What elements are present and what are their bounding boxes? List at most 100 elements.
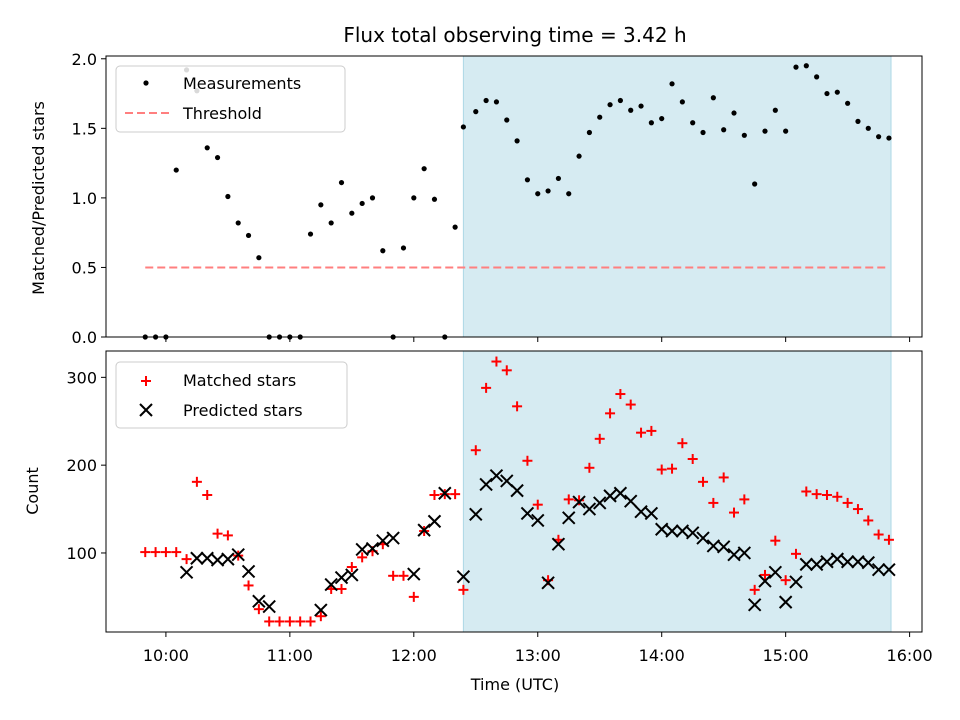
predicted-star-point bbox=[334, 570, 349, 585]
matched-star-point bbox=[790, 548, 801, 559]
matched-star-point bbox=[512, 401, 523, 412]
measurement-point bbox=[690, 120, 696, 126]
matched-star-point bbox=[222, 530, 233, 541]
measurement-point bbox=[762, 128, 768, 134]
measurement-point bbox=[741, 132, 747, 138]
matched-star-point bbox=[563, 494, 574, 505]
measurement-point bbox=[535, 191, 541, 197]
matched-star-point bbox=[656, 464, 667, 475]
measurement-point bbox=[586, 129, 593, 136]
predicted-star-point bbox=[654, 522, 669, 536]
predicted-star-point bbox=[840, 555, 855, 569]
count-panel: 100 200 300 10:00 11:00 12:00 13:00 14:00 15:00… bbox=[23, 350, 933, 694]
measurement-point bbox=[566, 191, 572, 197]
measurement-point bbox=[669, 81, 675, 87]
predicted-star-point bbox=[789, 575, 803, 589]
predicted-star-point bbox=[190, 551, 204, 565]
time-x-tick-label: 13:00 bbox=[515, 646, 561, 665]
matched-star-point bbox=[832, 491, 843, 502]
measurement-point bbox=[793, 64, 799, 70]
matched-star-point bbox=[450, 489, 461, 500]
predicted-star-point bbox=[551, 537, 566, 551]
measurement-point bbox=[380, 248, 386, 254]
matched-star-point bbox=[532, 499, 543, 510]
matched-star-point bbox=[357, 552, 368, 563]
predicted-star-point bbox=[624, 494, 638, 508]
measurement-point bbox=[256, 255, 262, 261]
ratio-y-tick-label: 0.5 bbox=[72, 258, 97, 277]
ratio-y-axis: 0.0 0.5 1.0 1.5 2.0 bbox=[72, 50, 106, 347]
measurement-point bbox=[225, 193, 231, 200]
matched-star-point bbox=[295, 616, 306, 627]
matched-star-point bbox=[718, 472, 729, 483]
matched-star-point bbox=[811, 489, 822, 500]
measurement-point bbox=[886, 135, 892, 141]
ratio-panel: 0.00.51.01.52.0 Matched/Predicted stars … bbox=[29, 50, 923, 347]
predicted-star-point bbox=[200, 551, 214, 565]
matched-star-point bbox=[408, 591, 419, 602]
predicted-star-point bbox=[221, 552, 235, 566]
predicted-star-point bbox=[871, 562, 886, 577]
predicted-star-point bbox=[520, 506, 535, 521]
predicted-star-point bbox=[675, 524, 690, 538]
measurement-point bbox=[679, 99, 685, 105]
matched-star-point bbox=[780, 575, 791, 586]
matched-star-point bbox=[770, 535, 781, 546]
predicted-star-point bbox=[809, 557, 824, 572]
predicted-star-point bbox=[727, 548, 741, 562]
predicted-star-point bbox=[417, 523, 431, 537]
matched-star-point bbox=[284, 616, 295, 627]
predicted-star-point bbox=[438, 486, 452, 500]
count-legend: Matched stars Predicted stars bbox=[115, 361, 348, 429]
predicted-star-point bbox=[407, 567, 421, 581]
observing-window-shade bbox=[462, 55, 892, 338]
measurement-point bbox=[400, 245, 407, 251]
matched-legend-marker bbox=[141, 376, 151, 386]
measurement-point bbox=[752, 181, 758, 187]
measurement-point bbox=[483, 97, 489, 104]
matched-star-point bbox=[636, 427, 647, 438]
predicted-star-point bbox=[241, 564, 256, 579]
count-y-axis: 100 200 300 bbox=[66, 368, 106, 563]
predicted-star-point bbox=[231, 548, 245, 562]
matched-star-point bbox=[388, 570, 399, 581]
predicted-star-point bbox=[541, 576, 555, 590]
ratio-y-tick-label: 1.0 bbox=[72, 189, 97, 208]
predicted-star-point bbox=[510, 483, 524, 498]
chart-title: Flux total observing time = 3.42 h bbox=[343, 23, 686, 47]
measurement-point bbox=[772, 107, 778, 113]
matched-star-point bbox=[202, 490, 213, 501]
measurement-point bbox=[607, 102, 613, 108]
measurement-point bbox=[452, 224, 458, 230]
ratio-y-axis-label: Matched/Predicted stars bbox=[29, 101, 48, 295]
measurement-point bbox=[783, 128, 789, 134]
measurement-point bbox=[349, 210, 355, 216]
time-x-tick-label: 12:00 bbox=[391, 646, 437, 665]
predicted-star-point bbox=[882, 562, 896, 577]
matched-star-point bbox=[594, 433, 605, 444]
measurement-point bbox=[473, 109, 479, 115]
predicted-star-point bbox=[696, 531, 710, 545]
count-y-tick-label: 100 bbox=[66, 544, 97, 563]
predicted-star-point bbox=[593, 496, 607, 510]
measurement-point bbox=[411, 195, 417, 201]
matched-star-point bbox=[739, 494, 750, 505]
matched-star-point bbox=[398, 570, 409, 581]
measurement-point bbox=[173, 167, 179, 173]
measurement-point bbox=[307, 231, 314, 237]
matched-star-point bbox=[274, 616, 285, 627]
predicted-star-point bbox=[262, 599, 276, 614]
predicted-star-point bbox=[531, 513, 545, 528]
measurement-points bbox=[142, 63, 892, 340]
matched-star-point bbox=[336, 583, 347, 594]
predicted-star-point bbox=[345, 568, 359, 582]
measurement-point bbox=[318, 202, 324, 208]
measurement-point bbox=[700, 129, 706, 136]
predicted-legend-label: Predicted stars bbox=[183, 401, 303, 420]
matched-star-point bbox=[759, 569, 770, 580]
predicted-legend-marker bbox=[139, 403, 153, 417]
measurement-point bbox=[204, 145, 210, 151]
matched-star-point bbox=[305, 616, 316, 627]
predicted-star-point bbox=[562, 511, 576, 525]
predicted-stars-points bbox=[179, 468, 896, 617]
